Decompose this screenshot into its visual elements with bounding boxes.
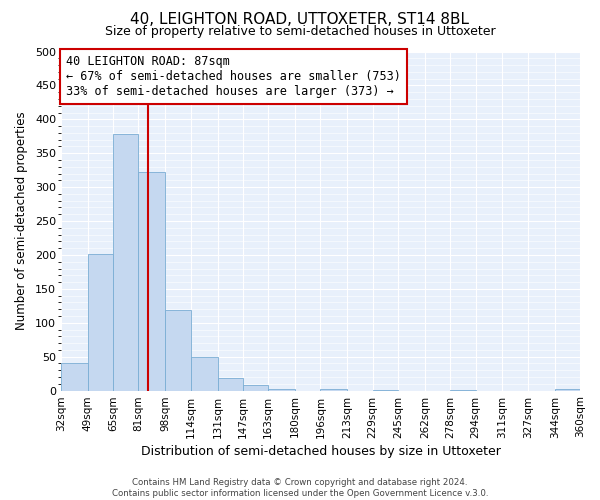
Bar bbox=[243, 385, 268, 390]
Bar bbox=[268, 388, 295, 390]
Bar bbox=[554, 389, 580, 390]
X-axis label: Distribution of semi-detached houses by size in Uttoxeter: Distribution of semi-detached houses by … bbox=[140, 444, 500, 458]
Text: Contains HM Land Registry data © Crown copyright and database right 2024.
Contai: Contains HM Land Registry data © Crown c… bbox=[112, 478, 488, 498]
Bar bbox=[320, 388, 347, 390]
Y-axis label: Number of semi-detached properties: Number of semi-detached properties bbox=[15, 112, 28, 330]
Text: Size of property relative to semi-detached houses in Uttoxeter: Size of property relative to semi-detach… bbox=[104, 25, 496, 38]
Text: 40, LEIGHTON ROAD, UTTOXETER, ST14 8BL: 40, LEIGHTON ROAD, UTTOXETER, ST14 8BL bbox=[131, 12, 470, 28]
Bar bbox=[113, 134, 139, 390]
Bar bbox=[139, 172, 166, 390]
Bar bbox=[61, 364, 88, 390]
Bar bbox=[218, 378, 243, 390]
Text: 40 LEIGHTON ROAD: 87sqm
← 67% of semi-detached houses are smaller (753)
33% of s: 40 LEIGHTON ROAD: 87sqm ← 67% of semi-de… bbox=[66, 55, 401, 98]
Bar bbox=[88, 254, 113, 390]
Bar bbox=[191, 356, 218, 390]
Bar bbox=[166, 310, 191, 390]
